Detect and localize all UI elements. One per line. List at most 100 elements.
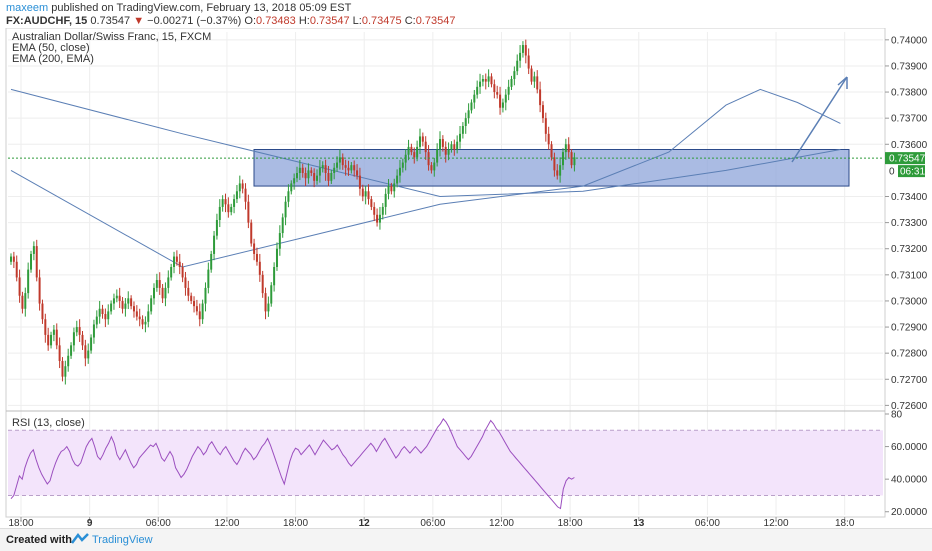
candle xyxy=(164,287,167,299)
candle xyxy=(210,253,213,270)
ema200-line xyxy=(10,88,841,198)
price-axis[interactable]: 0.74000 0.73900 0.73800 0.73700 0.73600 0.734… xyxy=(885,35,928,412)
price-tick-label: 0.73900 xyxy=(891,61,928,72)
candle xyxy=(273,267,276,286)
candle xyxy=(330,173,333,181)
candle xyxy=(84,345,87,359)
chart-area[interactable]: Australian Dollar/Swiss Franc, 15, FXCM … xyxy=(0,28,932,528)
candle xyxy=(238,183,241,192)
candle xyxy=(287,191,290,202)
candle xyxy=(378,214,381,223)
candle xyxy=(227,204,230,213)
candle xyxy=(564,144,567,153)
price-tick-label: 0.72700 xyxy=(891,375,928,386)
rsi-pane[interactable]: RSI (13, close) xyxy=(8,417,883,510)
candle xyxy=(418,136,421,147)
candle xyxy=(347,167,350,171)
candle xyxy=(324,165,327,173)
candle xyxy=(304,173,307,179)
candle xyxy=(539,89,542,106)
candle xyxy=(130,298,133,307)
candle xyxy=(107,311,110,320)
candle xyxy=(358,175,361,189)
time-tick-label: 9 xyxy=(87,518,93,528)
candle xyxy=(544,118,547,134)
price-tick-label: 0.73100 xyxy=(891,270,928,281)
price-tick-label: 0.73600 xyxy=(891,140,928,151)
candle xyxy=(493,84,496,93)
candle xyxy=(344,165,347,168)
candle xyxy=(141,319,144,325)
price-pane[interactable] xyxy=(8,39,883,385)
time-tick-label: 12:00 xyxy=(214,518,239,528)
candle xyxy=(267,303,270,312)
candle xyxy=(396,175,399,184)
candle xyxy=(67,355,70,367)
symbol-label: FX:AUDCHF, 15 xyxy=(6,15,88,27)
candle xyxy=(150,298,153,312)
candle xyxy=(101,308,104,314)
candle xyxy=(115,295,118,299)
candle xyxy=(293,178,296,184)
candle xyxy=(519,52,522,61)
rsi-axis[interactable]: 80 60.0000 40.0000 20.0000 xyxy=(885,410,928,519)
time-tick-label: 06:00 xyxy=(146,518,171,528)
low-value: 0.73475 xyxy=(361,15,402,27)
candle xyxy=(30,253,33,270)
ohlc-line: FX:AUDCHF, 15 0.73547 ▼ −0.00271 (−0.37%… xyxy=(6,15,455,27)
candle xyxy=(32,246,35,254)
candle xyxy=(496,92,499,95)
candle xyxy=(170,267,173,278)
candle xyxy=(90,337,93,351)
high-value: 0.73547 xyxy=(309,15,350,27)
candle xyxy=(193,300,196,307)
open-label: O: xyxy=(244,15,257,27)
candle xyxy=(38,277,41,304)
candle xyxy=(198,311,201,320)
time-axis[interactable]: 18:00 9 06:00 12:00 18:00 12 06:00 12:00 18:00 13… xyxy=(8,517,855,528)
candle xyxy=(421,136,424,142)
candle xyxy=(87,350,90,359)
author-link[interactable]: maxeem xyxy=(6,2,49,14)
candle xyxy=(204,287,207,304)
candle xyxy=(381,206,384,215)
candle xyxy=(461,126,464,134)
rsi-tick-label: 20.0000 xyxy=(891,507,928,518)
candle xyxy=(24,293,27,309)
rsi-tick-label: 40.0000 xyxy=(891,475,928,486)
candle xyxy=(61,361,64,377)
candle xyxy=(10,256,12,262)
candle xyxy=(275,248,278,267)
candle xyxy=(110,303,113,312)
candle xyxy=(290,183,293,192)
candle xyxy=(553,157,556,171)
candle xyxy=(327,173,330,181)
candle xyxy=(321,165,324,168)
time-tick-label: 12:00 xyxy=(489,518,514,528)
candle xyxy=(147,311,150,322)
tradingview-brand[interactable]: TradingView xyxy=(92,534,153,546)
last-price-tag-bg xyxy=(885,152,925,165)
candle xyxy=(547,133,550,145)
publish-line: maxeem published on TradingView.com, Feb… xyxy=(6,2,351,14)
candle xyxy=(470,102,473,111)
candles xyxy=(10,39,576,385)
time-tick-label: 12:00 xyxy=(764,518,789,528)
candle xyxy=(121,300,124,309)
candle xyxy=(44,319,47,335)
footer: Created with TradingView xyxy=(0,528,932,551)
candle xyxy=(47,334,50,346)
candle xyxy=(444,146,447,155)
price-tick-label: 0.72800 xyxy=(891,349,928,360)
candle xyxy=(138,316,141,320)
last-price-tag-text: 0.73547 xyxy=(889,154,926,165)
time-tick-label: 13 xyxy=(633,518,645,528)
candle xyxy=(184,277,187,288)
candle xyxy=(384,193,387,207)
candle xyxy=(18,277,21,296)
candle xyxy=(573,157,576,166)
candle xyxy=(450,144,453,150)
projection-arrow[interactable] xyxy=(791,76,848,163)
candle xyxy=(233,199,236,207)
time-tick-label: 06:00 xyxy=(695,518,720,528)
